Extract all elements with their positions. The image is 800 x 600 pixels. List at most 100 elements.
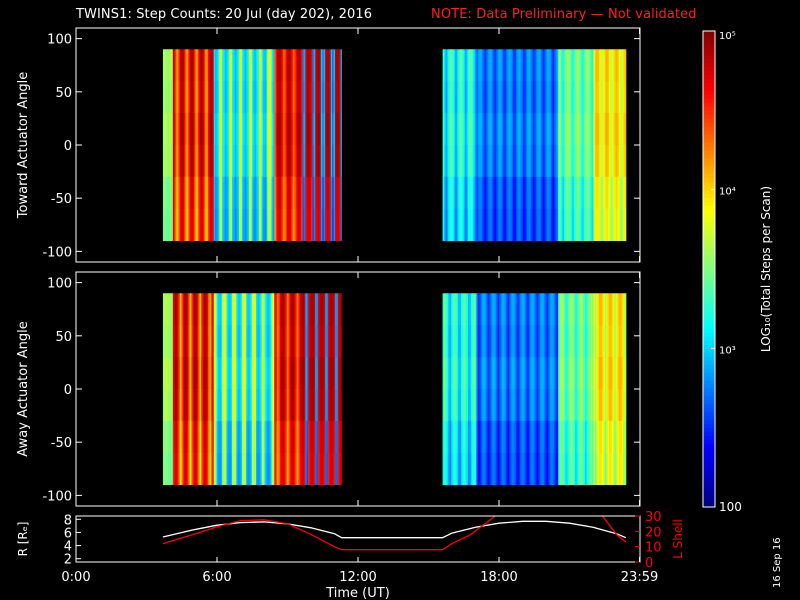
heatmap-cell [465, 389, 467, 422]
colorbar-segment [703, 435, 715, 440]
heatmap-cell [545, 452, 548, 486]
heatmap-cell [306, 357, 309, 390]
heatmap-cell [258, 357, 261, 390]
heatmap-cell [284, 420, 286, 454]
heatmap-cell [445, 293, 448, 326]
colorbar-segment [703, 475, 715, 480]
y-tick-label: 6 [64, 526, 72, 541]
heatmap-cell [256, 357, 258, 390]
heatmap-cell [483, 389, 486, 422]
heatmap-cell [281, 145, 284, 178]
heatmap-cell [208, 452, 210, 486]
heatmap-cell [539, 49, 542, 82]
heatmap-cell [491, 452, 494, 486]
heatmap-cell [279, 452, 282, 486]
y-tick-label: 0 [64, 139, 72, 154]
colorbar-segment [703, 360, 715, 365]
heatmap-cell [251, 49, 254, 82]
heatmap-cell [462, 325, 465, 358]
heatmap-cell [202, 176, 205, 210]
heatmap-cell [531, 81, 534, 114]
heatmap-cell [553, 145, 556, 178]
heatmap-cell [227, 293, 230, 326]
heatmap-cell [483, 420, 486, 454]
heatmap-cell [198, 325, 200, 358]
heatmap-cell [592, 325, 594, 358]
heatmap-cell [302, 113, 305, 146]
heatmap-cell [618, 113, 621, 146]
heatmap-cell [329, 49, 332, 82]
heatmap-cell [487, 420, 490, 454]
heatmap-cell [572, 113, 575, 146]
heatmap-cell [201, 208, 203, 242]
heatmap-cell [507, 293, 510, 326]
heatmap-cell [181, 325, 183, 358]
heatmap-cell [246, 420, 248, 454]
heatmap-cell [497, 145, 500, 178]
heatmap-cell [322, 176, 324, 210]
heatmap-cell [541, 49, 544, 82]
heatmap-cell [555, 389, 558, 422]
heatmap-cell [237, 389, 240, 422]
heatmap-cell [518, 145, 521, 178]
heatmap-cell [558, 293, 560, 326]
heatmap-cell [582, 176, 584, 210]
heatmap-cell [256, 49, 258, 82]
heatmap-cell [545, 208, 548, 242]
heatmap-cell [329, 208, 332, 242]
heatmap-cell [528, 81, 531, 114]
heatmap-cell [336, 49, 339, 82]
heatmap-cell [473, 113, 476, 146]
heatmap-cell [522, 113, 525, 146]
heatmap-cell [525, 49, 528, 82]
heatmap-cell [256, 176, 258, 210]
heatmap-cell [227, 176, 230, 210]
heatmap-cell [448, 176, 450, 210]
heatmap-cell [319, 293, 322, 326]
heatmap-cell [332, 113, 334, 146]
heatmap-cell [486, 452, 489, 486]
heatmap-cell [330, 389, 333, 422]
heatmap-cell [313, 81, 316, 114]
heatmap-cell [327, 176, 330, 210]
heatmap-cell [534, 293, 536, 326]
heatmap-cell [617, 81, 620, 114]
heatmap-cell [518, 452, 521, 486]
heatmap-cell [165, 81, 168, 114]
heatmap-cell [229, 113, 231, 146]
heatmap-cell [229, 325, 231, 358]
heatmap-cell [496, 452, 498, 486]
heatmap-cell [168, 325, 171, 358]
heatmap-cell [323, 357, 326, 390]
heatmap-cell [198, 452, 200, 486]
heatmap-cell [206, 452, 209, 486]
heatmap-cell [483, 208, 486, 242]
heatmap-cell [171, 49, 174, 82]
heatmap-cell [599, 293, 601, 326]
heatmap-cell [226, 389, 229, 422]
heatmap-cell [336, 208, 339, 242]
heatmap-cell [616, 49, 618, 82]
heatmap-cell [254, 420, 257, 454]
heatmap-cell [267, 176, 269, 210]
heatmap-cell [171, 452, 174, 486]
heatmap-cell [535, 389, 538, 422]
heatmap-cell [506, 293, 508, 326]
heatmap-cell [569, 389, 572, 422]
heatmap-cell [455, 49, 457, 82]
heatmap-cell [467, 49, 470, 82]
heatmap-cell [295, 49, 298, 82]
heatmap-cell [339, 49, 341, 82]
heatmap-cell [542, 81, 545, 114]
heatmap-cell [482, 389, 484, 422]
heatmap-cell [322, 389, 324, 422]
heatmap-cell [216, 176, 219, 210]
heatmap-cell [224, 325, 227, 358]
heatmap-cell [181, 420, 183, 454]
heatmap-cell [524, 49, 527, 82]
heatmap-cell [623, 176, 625, 210]
heatmap-cell [548, 113, 551, 146]
heatmap-cell [618, 452, 621, 486]
heatmap-cell [294, 113, 296, 146]
heatmap-cell [466, 452, 469, 486]
